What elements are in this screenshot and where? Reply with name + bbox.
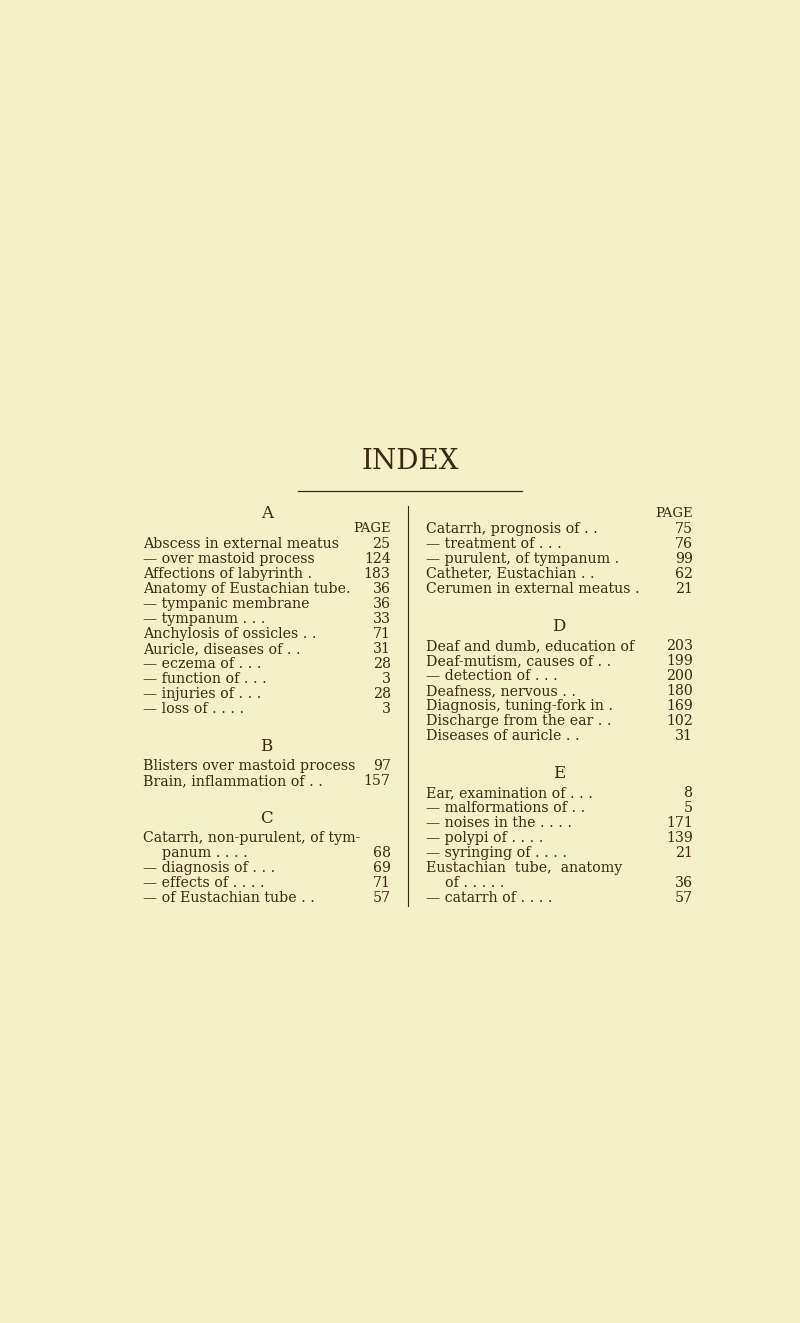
Text: Eustachian  tube,  anatomy: Eustachian tube, anatomy: [426, 861, 622, 875]
Text: 203: 203: [666, 639, 693, 652]
Text: 3: 3: [382, 703, 390, 716]
Text: PAGE: PAGE: [353, 523, 390, 536]
Text: 183: 183: [364, 566, 390, 581]
Text: Catarrh, non-purulent, of tym-: Catarrh, non-purulent, of tym-: [142, 831, 360, 845]
Text: Auricle, diseases of . .: Auricle, diseases of . .: [142, 642, 300, 656]
Text: Brain, inflammation of . .: Brain, inflammation of . .: [142, 774, 322, 789]
Text: 36: 36: [373, 597, 390, 611]
Text: 5: 5: [684, 800, 693, 815]
Text: 69: 69: [373, 861, 390, 875]
Text: Affections of labyrinth .: Affections of labyrinth .: [142, 566, 312, 581]
Text: — purulent, of tympanum .: — purulent, of tympanum .: [426, 552, 618, 566]
Text: 36: 36: [373, 582, 390, 595]
Text: Catarrh, prognosis of . .: Catarrh, prognosis of . .: [426, 521, 598, 536]
Text: Deaf-mutism, causes of . .: Deaf-mutism, causes of . .: [426, 654, 610, 668]
Text: 8: 8: [684, 786, 693, 800]
Text: 21: 21: [675, 847, 693, 860]
Text: — noises in the . . . .: — noises in the . . . .: [426, 816, 571, 830]
Text: 71: 71: [373, 876, 390, 890]
Text: — eczema of . . .: — eczema of . . .: [142, 658, 261, 671]
Text: Deaf and dumb, education of: Deaf and dumb, education of: [426, 639, 634, 652]
Text: — malformations of . .: — malformations of . .: [426, 800, 585, 815]
Text: PAGE: PAGE: [655, 507, 693, 520]
Text: 68: 68: [373, 847, 390, 860]
Text: 71: 71: [373, 627, 390, 640]
Text: D: D: [553, 618, 566, 635]
Text: — function of . . .: — function of . . .: [142, 672, 266, 685]
Text: A: A: [261, 505, 273, 523]
Text: INDEX: INDEX: [362, 448, 458, 475]
Text: 139: 139: [666, 831, 693, 845]
Text: 199: 199: [666, 654, 693, 668]
Text: 57: 57: [674, 892, 693, 905]
Text: 75: 75: [674, 521, 693, 536]
Text: — of Eustachian tube . .: — of Eustachian tube . .: [142, 892, 314, 905]
Text: Discharge from the ear . .: Discharge from the ear . .: [426, 714, 611, 728]
Text: 99: 99: [675, 552, 693, 566]
Text: 102: 102: [666, 714, 693, 728]
Text: 62: 62: [675, 566, 693, 581]
Text: Anchylosis of ossicles . .: Anchylosis of ossicles . .: [142, 627, 316, 640]
Text: panum . . . .: panum . . . .: [162, 847, 248, 860]
Text: Abscess in external meatus: Abscess in external meatus: [142, 537, 338, 550]
Text: — tympanic membrane: — tympanic membrane: [142, 597, 309, 611]
Text: 31: 31: [373, 642, 390, 656]
Text: Cerumen in external meatus .: Cerumen in external meatus .: [426, 582, 639, 595]
Text: B: B: [261, 738, 273, 755]
Text: Catheter, Eustachian . .: Catheter, Eustachian . .: [426, 566, 594, 581]
Text: 180: 180: [666, 684, 693, 699]
Text: 200: 200: [666, 669, 693, 683]
Text: — catarrh of . . . .: — catarrh of . . . .: [426, 892, 552, 905]
Text: — tympanum . . .: — tympanum . . .: [142, 611, 265, 626]
Text: 31: 31: [675, 729, 693, 744]
Text: — detection of . . .: — detection of . . .: [426, 669, 558, 683]
Text: 57: 57: [373, 892, 390, 905]
Text: Diagnosis, tuning-fork in .: Diagnosis, tuning-fork in .: [426, 699, 613, 713]
Text: — treatment of . . .: — treatment of . . .: [426, 537, 562, 550]
Text: 157: 157: [364, 774, 390, 789]
Text: 33: 33: [373, 611, 390, 626]
Text: — syringing of . . . .: — syringing of . . . .: [426, 847, 566, 860]
Text: Ear, examination of . . .: Ear, examination of . . .: [426, 786, 592, 800]
Text: 97: 97: [373, 759, 390, 773]
Text: Anatomy of Eustachian tube.: Anatomy of Eustachian tube.: [142, 582, 350, 595]
Text: 76: 76: [675, 537, 693, 550]
Text: C: C: [260, 810, 273, 827]
Text: 25: 25: [373, 537, 390, 550]
Text: — diagnosis of . . .: — diagnosis of . . .: [142, 861, 275, 875]
Text: 171: 171: [666, 816, 693, 830]
Text: 3: 3: [382, 672, 390, 685]
Text: E: E: [553, 765, 566, 782]
Text: 36: 36: [675, 876, 693, 890]
Text: — loss of . . . .: — loss of . . . .: [142, 703, 244, 716]
Text: 28: 28: [373, 658, 390, 671]
Text: 169: 169: [666, 699, 693, 713]
Text: Blisters over mastoid process: Blisters over mastoid process: [142, 759, 355, 773]
Text: 21: 21: [675, 582, 693, 595]
Text: Diseases of auricle . .: Diseases of auricle . .: [426, 729, 579, 744]
Text: — effects of . . . .: — effects of . . . .: [142, 876, 264, 890]
Text: 28: 28: [373, 687, 390, 701]
Text: — injuries of . . .: — injuries of . . .: [142, 687, 261, 701]
Text: — polypi of . . . .: — polypi of . . . .: [426, 831, 543, 845]
Text: of . . . . .: of . . . . .: [445, 876, 504, 890]
Text: — over mastoid process: — over mastoid process: [142, 552, 314, 566]
Text: Deafness, nervous . .: Deafness, nervous . .: [426, 684, 575, 699]
Text: 124: 124: [364, 552, 390, 566]
